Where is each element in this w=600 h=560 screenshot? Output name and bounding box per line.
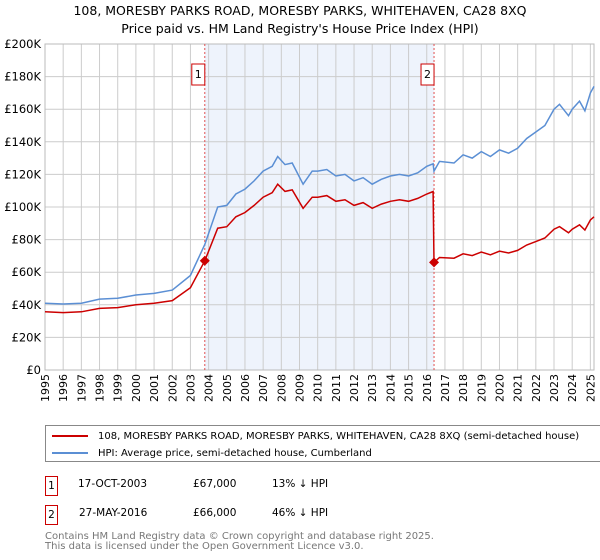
x-tick-label: 1996 (57, 374, 70, 402)
legend-line-blue (52, 452, 88, 454)
y-tick-label: £120K (4, 167, 41, 181)
transaction-hpi-diff: 13% ↓ HPI (272, 478, 329, 490)
x-tick-label: 2014 (384, 374, 397, 402)
transaction-price: £66,000 (193, 507, 237, 519)
x-tick-label: 1999 (112, 374, 125, 402)
legend-item-property: 108, MORESBY PARKS ROAD, MORESBY PARKS, … (52, 429, 579, 443)
footer-copyright: Contains HM Land Registry data © Crown c… (45, 531, 434, 542)
x-tick-label: 2013 (366, 374, 379, 402)
transaction-price: £67,000 (193, 478, 237, 490)
y-tick-label: £100K (4, 200, 41, 214)
x-tick-label: 2016 (421, 374, 434, 402)
x-tick-label: 2022 (530, 374, 543, 402)
transaction-number: 1 (45, 476, 58, 496)
x-tick-label: 2015 (403, 374, 416, 402)
y-tick-label: £60K (12, 265, 42, 279)
footer-licence: This data is licensed under the Open Gov… (45, 541, 364, 552)
x-tick-label: 2007 (257, 374, 270, 402)
x-tick-label: 1997 (75, 374, 88, 402)
x-tick-label: 2002 (166, 374, 179, 402)
chart-title: 108, MORESBY PARKS ROAD, MORESBY PARKS, … (73, 3, 527, 18)
transaction-date: 27-MAY-2016 (79, 507, 148, 519)
x-tick-label: 1995 (39, 374, 52, 402)
y-tick-label: £160K (4, 102, 41, 116)
x-tick-label: 2003 (184, 374, 197, 402)
legend-item-hpi: HPI: Average price, semi-detached house,… (52, 446, 372, 460)
legend: 108, MORESBY PARKS ROAD, MORESBY PARKS, … (45, 425, 600, 462)
x-tick-label: 2021 (512, 374, 525, 402)
x-tick-label: 2000 (130, 374, 143, 402)
x-tick-label: 2008 (275, 374, 288, 402)
x-tick-label: 2011 (330, 374, 343, 402)
sale-label-box (420, 63, 435, 86)
x-tick-label: 2004 (203, 374, 216, 402)
sale-label-box (191, 63, 206, 86)
x-tick-label: 1998 (94, 374, 107, 402)
x-tick-label: 2017 (439, 374, 452, 402)
y-tick-label: £40K (12, 298, 42, 312)
plot-border (44, 43, 595, 371)
x-tick-label: 2006 (239, 374, 252, 402)
x-tick-label: 2005 (221, 374, 234, 402)
x-tick-label: 2009 (294, 374, 307, 402)
transaction-date: 17-OCT-2003 (78, 478, 147, 490)
price-chart: £0 £20K £40K £60K £80K £100K £120K £140K £160K £1… (4, 37, 597, 402)
y-tick-label: £20K (12, 330, 42, 344)
x-tick-label: 2012 (348, 374, 361, 402)
x-tick-label: 2018 (457, 374, 470, 402)
legend-line-red (52, 435, 88, 437)
sale-point (429, 257, 440, 268)
legend-label-hpi: HPI: Average price, semi-detached house,… (98, 447, 372, 459)
x-tick-label: 2023 (548, 374, 561, 402)
hpi-line (44, 86, 595, 305)
transaction-hpi-diff: 46% ↓ HPI (272, 507, 329, 519)
sale-point (199, 255, 210, 266)
sale-label: 2 (424, 68, 431, 81)
x-tick-label: 2001 (148, 374, 161, 402)
transaction-number: 2 (45, 505, 58, 525)
y-tick-label: £80K (12, 233, 42, 247)
x-tick-label: 2024 (566, 374, 579, 402)
x-tick-label: 2025 (584, 374, 597, 402)
y-tick-label: £180K (4, 70, 41, 84)
x-tick-label: 2020 (493, 374, 506, 402)
y-tick-label: £0 (26, 363, 41, 377)
x-tick-label: 2010 (312, 374, 325, 402)
y-tick-label: £200K (4, 37, 41, 51)
legend-label-property: 108, MORESBY PARKS ROAD, MORESBY PARKS, … (98, 430, 580, 442)
y-tick-label: £140K (4, 135, 41, 149)
chart-subtitle: Price paid vs. HM Land Registry's House … (121, 21, 479, 36)
property-price-line (44, 183, 595, 314)
x-tick-label: 2019 (475, 374, 488, 402)
sale-label: 1 (195, 68, 202, 81)
